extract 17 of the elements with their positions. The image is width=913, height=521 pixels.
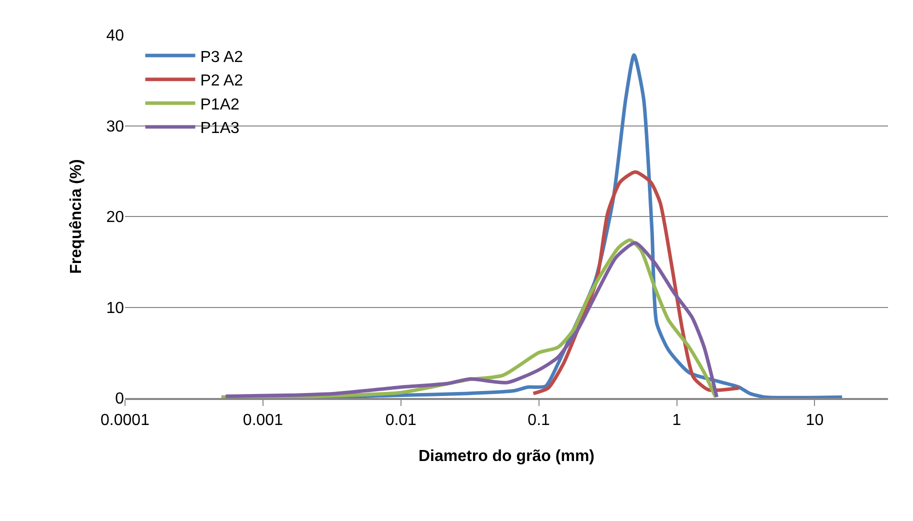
- legend-label: P1A3: [200, 120, 240, 138]
- x-tick-label: 1: [672, 412, 682, 429]
- y-tick-label: 10: [106, 300, 124, 317]
- y-axis-title: Frequência (%): [68, 159, 86, 274]
- legend-label: P2 A2: [200, 72, 244, 90]
- x-tick-label: 0.1: [528, 412, 550, 429]
- legend-label: P3 A2: [200, 48, 244, 66]
- legend-label: P1A2: [200, 96, 240, 114]
- y-tick-label: 30: [106, 118, 124, 136]
- x-tick-label: 0.01: [385, 412, 417, 429]
- x-tick-label: 10: [806, 412, 824, 429]
- x-axis-title: Diametro do grão (mm): [418, 448, 595, 466]
- y-tick-label: 20: [106, 209, 124, 226]
- x-tick-label: 0.0001: [100, 412, 150, 429]
- y-tick-label: 0: [115, 390, 124, 408]
- y-tick-label: 40: [106, 28, 124, 45]
- x-tick-label: 0.001: [242, 412, 284, 429]
